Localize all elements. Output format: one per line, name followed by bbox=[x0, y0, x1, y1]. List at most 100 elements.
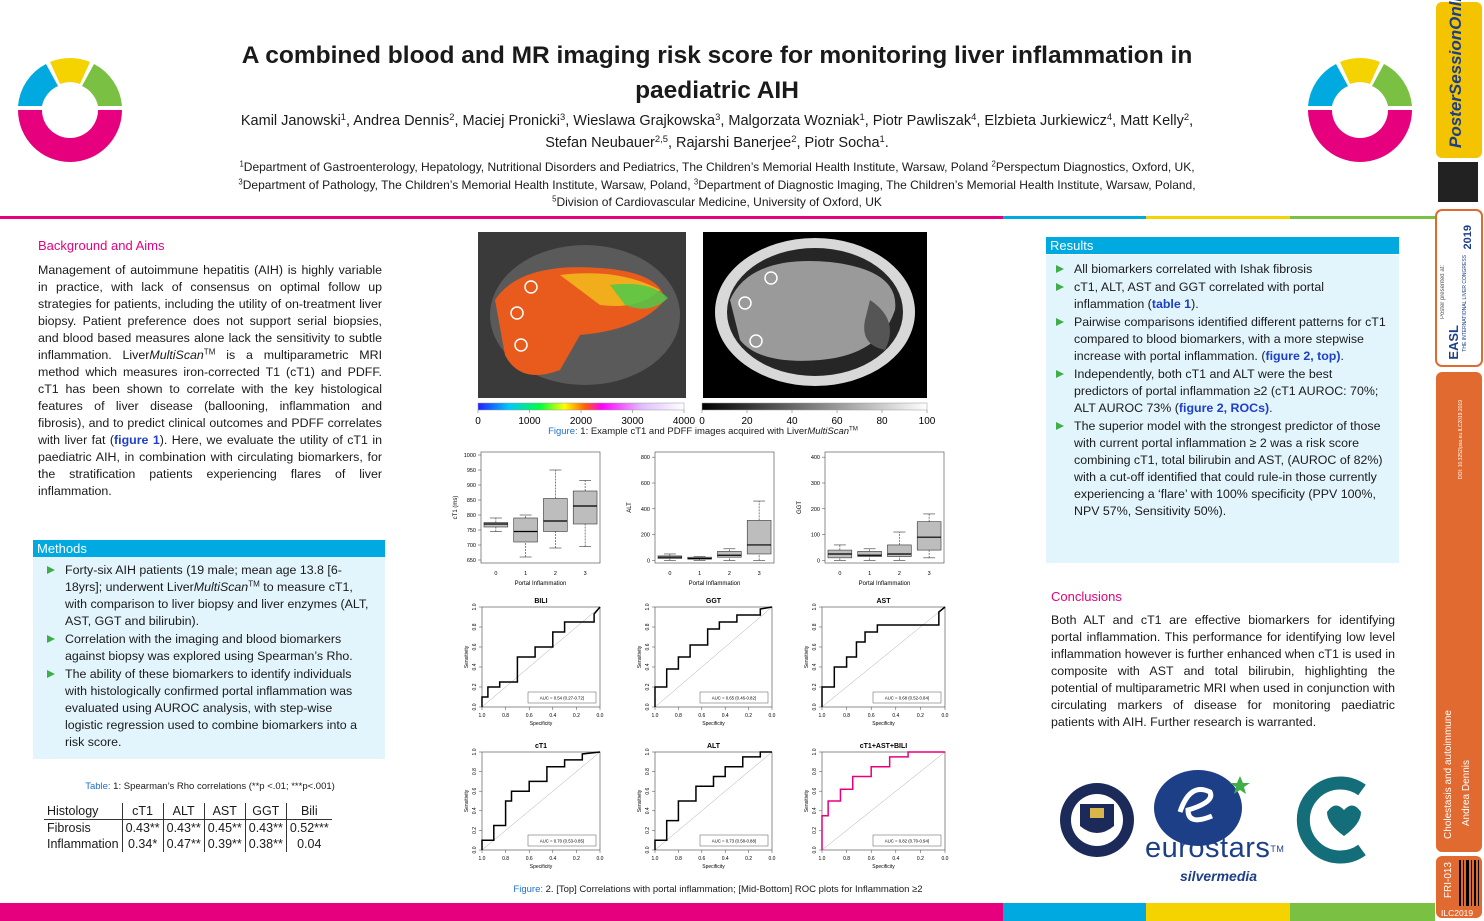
text: Division of Cardiovascular Medicine, Uni… bbox=[556, 195, 882, 209]
tick-label: 0.8 bbox=[843, 713, 850, 719]
sidebar-text: THE INTERNATIONAL LIVER CONGRESS bbox=[1462, 255, 1468, 352]
superscript: 2 bbox=[991, 159, 996, 169]
tick-label: 0.4 bbox=[645, 663, 651, 670]
bullet-item: Correlation with the imaging and blood b… bbox=[43, 631, 373, 665]
tick-label: 700 bbox=[467, 543, 476, 549]
logo-text: eurostars bbox=[1145, 832, 1271, 864]
tick-label: 0.4 bbox=[892, 856, 899, 862]
sidebar-brand: PosterSessionOnline bbox=[1446, 0, 1465, 148]
logo-tm: TM bbox=[1270, 844, 1285, 855]
affiliations: 1Department of Gastroenterology, Hepatol… bbox=[100, 159, 1334, 212]
auc-box bbox=[527, 834, 597, 847]
text: to measure cT1, with comparison to liver… bbox=[65, 580, 369, 628]
tick-label: 0.6 bbox=[526, 713, 533, 719]
logo-right bbox=[1308, 57, 1412, 162]
axis-label: Portal Inflammation bbox=[689, 581, 741, 587]
tick-label: 100 bbox=[811, 533, 820, 539]
superscript: 3 bbox=[238, 177, 243, 187]
tick-label: 650 bbox=[467, 558, 476, 564]
reference-diagonal bbox=[821, 751, 946, 851]
table-header: AST bbox=[203, 803, 246, 820]
tick-label: 0.6 bbox=[812, 788, 818, 795]
tick-label: 850 bbox=[467, 498, 476, 504]
roc-curve bbox=[654, 606, 773, 707]
table-header-row: Histology cT1 ALT AST GGT Bili bbox=[44, 803, 332, 820]
sidebar-brand-box bbox=[1436, 2, 1482, 158]
label: Figure: bbox=[548, 426, 578, 437]
table-cell: 0.43** bbox=[121, 819, 164, 836]
tick-label: 0.6 bbox=[645, 643, 651, 650]
tick-label: 0.2 bbox=[745, 713, 752, 719]
title-line: A combined blood and MR imaging risk sco… bbox=[241, 42, 1193, 69]
tick-label: 1 bbox=[868, 571, 871, 577]
tick-label: 20 bbox=[741, 416, 753, 427]
tick-label: 0.8 bbox=[675, 713, 682, 719]
eurostars-logo bbox=[1154, 770, 1250, 846]
text: Perspectum Diagnostics, Oxford, UK, bbox=[995, 160, 1195, 174]
axis-label: Portal Inflammation bbox=[515, 581, 567, 587]
tick-label: 100 bbox=[919, 416, 936, 427]
tick-label: 0.6 bbox=[812, 643, 818, 650]
line: Kamil Janowski1, Andrea Dennis2, Maciej … bbox=[150, 110, 1284, 132]
tick-label: 0.4 bbox=[472, 807, 478, 814]
text: , Malgorzata Wozniak bbox=[720, 113, 860, 129]
correlation-table: Histology cT1 ALT AST GGT Bili Fibrosis 0.43** 0… bbox=[44, 803, 332, 852]
axis-label: GGT bbox=[797, 501, 803, 514]
roc-curve bbox=[821, 751, 945, 850]
text: , Wieslawa Grajkowska bbox=[565, 113, 716, 129]
text: ). Here, we evaluate the utility of cT1 … bbox=[38, 433, 382, 498]
superscript: 1 bbox=[239, 159, 244, 169]
superscript: 1 bbox=[879, 132, 885, 144]
tick-label: 0.6 bbox=[698, 856, 705, 862]
sidebar-congress-box bbox=[1435, 209, 1483, 367]
auc-label: AUC = 0.82 (0.70-0.94) bbox=[885, 839, 930, 844]
tick-label: 200 bbox=[641, 533, 650, 539]
bullet-item: Pairwise comparisons identified differen… bbox=[1052, 314, 1389, 365]
text: 1: Example cT1 and PDFF images acquired … bbox=[577, 426, 808, 437]
tick-label: 0 bbox=[647, 558, 650, 564]
colorbar-ct1 bbox=[477, 402, 685, 411]
plot-frame bbox=[654, 751, 773, 851]
text: is a multiparametric MRI method which me… bbox=[38, 348, 383, 447]
auc-label: AUC = 0.68 (0.52-0.84) bbox=[885, 696, 930, 701]
superscript: 4 bbox=[971, 110, 977, 122]
plot-frame bbox=[821, 751, 946, 851]
text: Correlation with the imaging and blood b… bbox=[65, 632, 353, 663]
plot-title: cT1 bbox=[535, 743, 547, 750]
superscript: 3 bbox=[715, 110, 721, 122]
plot-frame bbox=[654, 451, 775, 564]
table-cell: 0.43** bbox=[162, 819, 205, 836]
rule-cyan bbox=[1003, 216, 1146, 219]
tick-label: 0.8 bbox=[502, 856, 509, 862]
tick-label: 0.6 bbox=[645, 788, 651, 795]
tick-label: 1.0 bbox=[645, 748, 651, 755]
superscript: 1 bbox=[859, 110, 865, 122]
tick-label: 0.0 bbox=[597, 856, 604, 862]
tick-label: 0.0 bbox=[645, 703, 651, 710]
superscript: 2,5 bbox=[654, 132, 668, 144]
sidebar-text: ILC2019 bbox=[1441, 908, 1474, 918]
plot-title: AST bbox=[877, 598, 892, 605]
text: , Piotr Socha bbox=[796, 135, 880, 151]
table-row: Inflammation 0.34* 0.47** 0.39** 0.38** 0.04 bbox=[44, 836, 332, 852]
tick-label: 0.6 bbox=[472, 643, 478, 650]
text: , Andrea Dennis bbox=[346, 113, 450, 129]
tick-label: 0.2 bbox=[812, 827, 818, 834]
bullet-list: All biomarkers correlated with Ishak fib… bbox=[1052, 261, 1389, 520]
methods-box: Forty-six AIH patients (19 male; mean ag… bbox=[33, 557, 385, 759]
text: Department of Pathology, The Children’s … bbox=[242, 177, 694, 192]
text: . bbox=[1340, 349, 1344, 363]
box bbox=[513, 517, 538, 543]
sidebar-text: DOI: 10.3252/pso.eu.ILC2019.2019 bbox=[1458, 400, 1464, 479]
superscript: 3 bbox=[693, 177, 699, 187]
table-header: Bili bbox=[285, 803, 332, 820]
label: Figure: bbox=[513, 884, 543, 895]
tick-label: 900 bbox=[467, 483, 476, 489]
tick-label: 0.0 bbox=[812, 846, 818, 853]
sidebar-text: FRI-013 bbox=[1443, 862, 1454, 899]
tick-label: 2000 bbox=[570, 416, 593, 427]
tick-label: 2 bbox=[898, 571, 901, 577]
results-box: All biomarkers correlated with Ishak fib… bbox=[1046, 255, 1399, 563]
table-caption: Table: 1: Spearman’s Rho correlations (*… bbox=[38, 781, 382, 792]
